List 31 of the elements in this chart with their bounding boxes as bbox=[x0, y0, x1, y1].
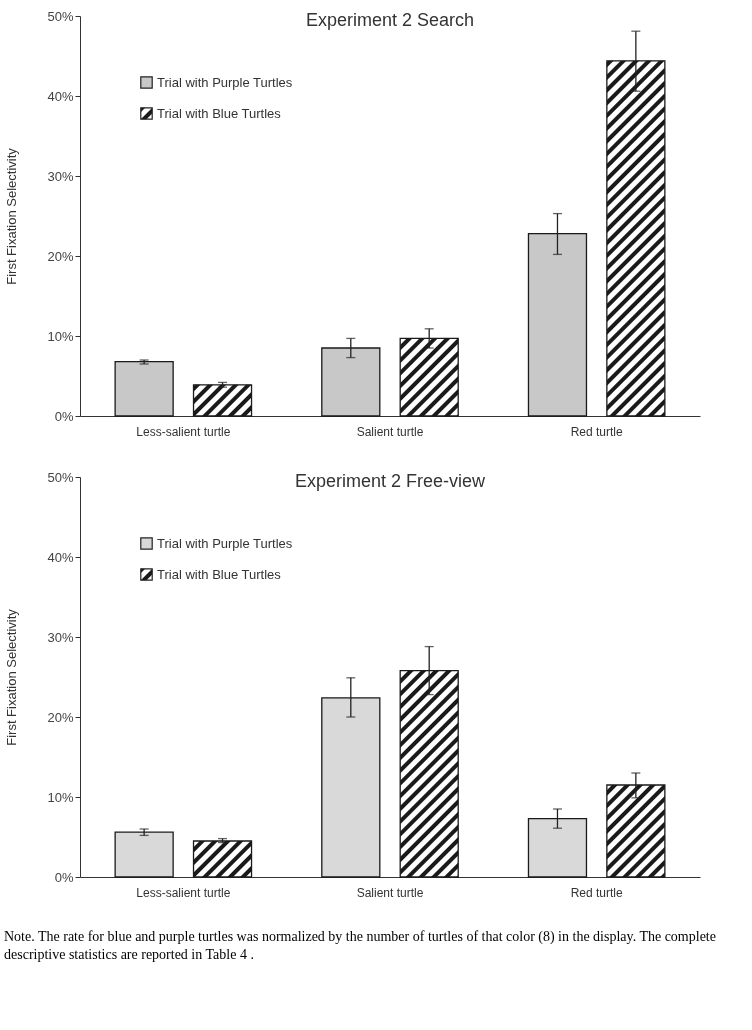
x-tick-label: Red turtle bbox=[570, 424, 623, 439]
y-tick-label: 50% bbox=[47, 8, 74, 24]
y-tick-label: 50% bbox=[47, 469, 74, 485]
x-tick-label: Red turtle bbox=[570, 885, 623, 900]
legend-label: Trial with Purple Turtles bbox=[157, 535, 293, 551]
x-tick-label: Salient turtle bbox=[356, 885, 424, 900]
x-tick-label: Less-salient turtle bbox=[136, 885, 231, 900]
bar bbox=[192, 840, 253, 878]
chart-title: Experiment 2 Search bbox=[305, 10, 475, 30]
y-tick-label: 20% bbox=[47, 248, 74, 264]
legend-label: Trial with Blue Turtles bbox=[157, 105, 282, 121]
chart-title: Experiment 2 Free-view bbox=[294, 471, 487, 491]
y-tick-label: 20% bbox=[47, 709, 74, 725]
y-tick-label: 0% bbox=[54, 869, 74, 885]
legend-label: Trial with Purple Turtles bbox=[157, 74, 293, 90]
y-axis-title: First Fixation Selectivity bbox=[4, 147, 20, 285]
text: Note. The rate for blue and purple turtles was normalized by the number of turtles of that color (8) in the display. The complete descriptive statistics are reported in Table 4 . bbox=[4, 928, 717, 965]
y-tick-label: 40% bbox=[47, 549, 74, 565]
x-tick-label: Salient turtle bbox=[356, 424, 424, 439]
y-tick-label: 40% bbox=[47, 88, 74, 104]
y-tick-label: 10% bbox=[47, 789, 74, 805]
bar bbox=[114, 360, 174, 417]
y-tick-label: 10% bbox=[47, 328, 74, 344]
y-axis-title: First Fixation Selectivity bbox=[4, 608, 20, 746]
y-tick-label: 30% bbox=[47, 629, 74, 645]
legend-label: Trial with Blue Turtles bbox=[157, 566, 282, 582]
x-tick-label: Less-salient turtle bbox=[136, 424, 231, 439]
bar bbox=[114, 831, 174, 878]
bar bbox=[192, 384, 253, 417]
y-tick-label: 0% bbox=[54, 408, 74, 424]
y-tick-label: 30% bbox=[47, 168, 74, 184]
